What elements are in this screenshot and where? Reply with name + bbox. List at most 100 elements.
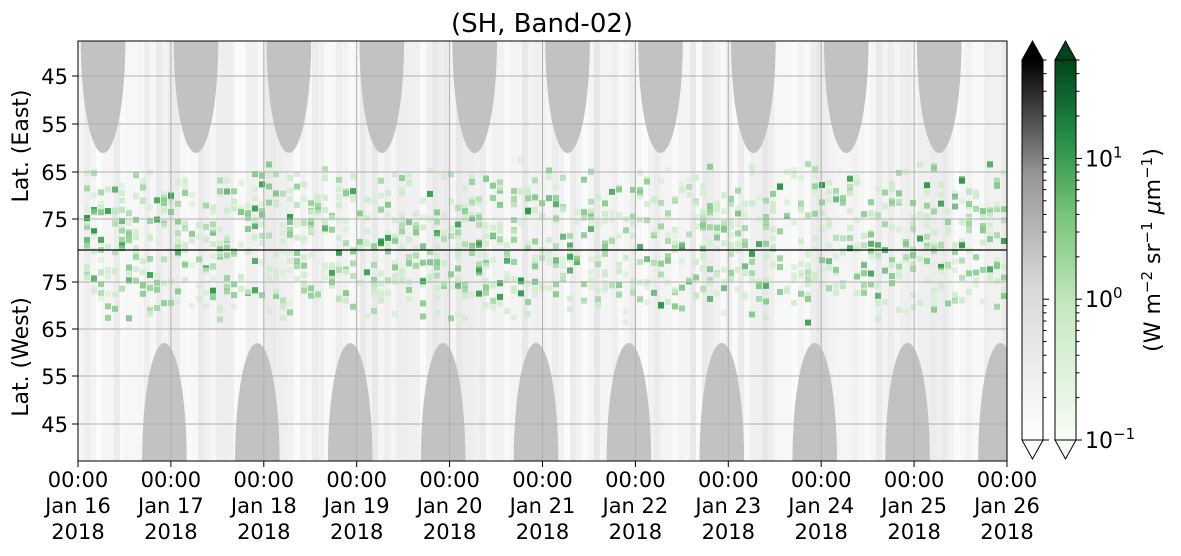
aurora-cell	[553, 184, 559, 191]
x-tick-label: 00:00	[698, 468, 759, 492]
aurora-cell	[469, 211, 475, 218]
aurora-cell	[560, 206, 566, 213]
aurora-cell	[742, 225, 748, 232]
aurora-cell	[266, 172, 272, 179]
aurora-cell	[826, 242, 832, 249]
aurora-cell	[329, 282, 335, 289]
aurora-cell	[182, 190, 188, 197]
background-column	[498, 41, 504, 461]
aurora-cell	[686, 191, 692, 198]
aurora-cell	[616, 268, 622, 275]
aurora-cell	[399, 190, 405, 197]
aurora-cell	[385, 248, 391, 255]
aurora-cell	[994, 201, 1000, 208]
aurora-cell	[154, 197, 160, 204]
aurora-cell	[672, 287, 678, 294]
aurora-cell	[399, 211, 405, 218]
aurora-cell	[161, 207, 167, 214]
aurora-cell	[161, 191, 167, 198]
colorbar-tick-label: 101	[1085, 143, 1123, 172]
aurora-cell	[294, 234, 300, 241]
aurora-cell	[553, 194, 559, 201]
aurora-cell	[798, 200, 804, 207]
background-column	[642, 41, 648, 461]
aurora-cell	[679, 182, 685, 189]
aurora-cell	[434, 218, 440, 225]
aurora-cell	[546, 248, 552, 255]
background-column	[666, 41, 672, 461]
aurora-cell	[574, 255, 580, 262]
aurora-cell	[910, 246, 916, 253]
aurora-cell	[133, 234, 139, 241]
aurora-cell	[553, 262, 559, 269]
aurora-cell	[910, 200, 916, 207]
aurora-cell	[847, 224, 853, 231]
aurora-cell	[224, 252, 230, 259]
aurora-cell	[805, 291, 811, 298]
aurora-cell	[455, 281, 461, 288]
aurora-cell	[385, 234, 391, 241]
aurora-cell	[973, 254, 979, 261]
background-column	[324, 41, 330, 461]
aurora-cell	[735, 220, 741, 227]
aurora-cell	[434, 244, 440, 251]
aurora-cell	[763, 224, 769, 231]
aurora-cell	[175, 230, 181, 237]
aurora-cell	[938, 191, 944, 198]
aurora-cell	[714, 228, 720, 235]
aurora-cell	[693, 293, 699, 300]
aurora-cell	[980, 266, 986, 273]
aurora-cell	[917, 211, 923, 218]
background-column	[102, 41, 108, 461]
aurora-cell	[931, 163, 937, 170]
y-tick-label: 65	[41, 161, 68, 185]
aurora-cell	[805, 212, 811, 219]
aurora-cell	[763, 253, 769, 260]
aurora-cell	[413, 225, 419, 232]
aurora-cell	[462, 286, 468, 293]
aurora-cell	[98, 236, 104, 243]
aurora-cell	[259, 172, 265, 179]
aurora-cell	[154, 272, 160, 279]
aurora-cell	[560, 174, 566, 181]
aurora-cell	[532, 286, 538, 293]
aurora-cell	[357, 238, 363, 245]
aurora-cell	[371, 291, 377, 298]
background-column	[156, 41, 162, 461]
aurora-cell	[483, 302, 489, 309]
aurora-cell	[707, 163, 713, 170]
background-column	[528, 41, 534, 461]
aurora-cell	[693, 259, 699, 266]
aurora-cell	[861, 290, 867, 297]
aurora-cell	[847, 208, 853, 215]
aurora-cell	[854, 217, 860, 224]
aurora-cell	[616, 212, 622, 219]
aurora-cell	[700, 224, 706, 231]
background-column	[198, 41, 204, 461]
x-tick-label: 2018	[330, 520, 383, 544]
aurora-cell	[112, 220, 118, 227]
aurora-cell	[406, 171, 412, 178]
background-column	[456, 41, 462, 461]
aurora-cell	[910, 266, 916, 273]
background-column	[576, 41, 582, 461]
aurora-cell	[441, 235, 447, 242]
aurora-cell	[378, 270, 384, 277]
aurora-cell	[336, 202, 342, 209]
aurora-cell	[385, 211, 391, 218]
aurora-cell	[658, 271, 664, 278]
aurora-cell	[588, 214, 594, 221]
aurora-cell	[728, 200, 734, 207]
aurora-cell	[840, 247, 846, 254]
aurora-cell	[651, 289, 657, 296]
aurora-cell	[434, 259, 440, 266]
background-column	[858, 41, 864, 461]
data-gap-west	[699, 342, 745, 461]
aurora-cell	[490, 224, 496, 231]
x-tick-label: 2018	[980, 520, 1033, 544]
aurora-cell	[700, 285, 706, 292]
aurora-cell	[756, 194, 762, 201]
aurora-cell	[455, 252, 461, 259]
background-column	[330, 41, 336, 461]
aurora-cell	[224, 235, 230, 242]
